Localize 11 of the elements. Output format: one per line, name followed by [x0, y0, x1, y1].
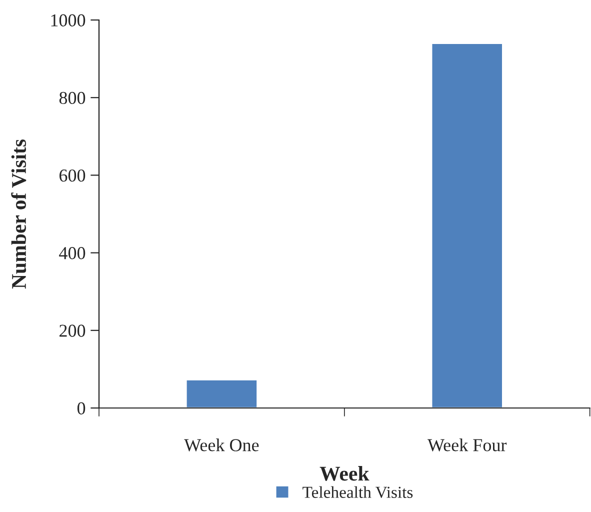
y-tick-label: 0: [77, 402, 86, 414]
y-tick-label: 200: [60, 324, 86, 337]
x-tick-label: Week Four: [427, 438, 507, 452]
y-tick-label: 800: [59, 92, 86, 104]
y-axis-title: Number of Visits: [11, 139, 26, 289]
x-axis-title: Week: [320, 466, 370, 481]
y-tick-label: 1000: [51, 14, 86, 26]
x-tick-label: Week One: [184, 438, 259, 452]
y-tick-label: 600: [60, 169, 86, 182]
legend-label: Telehealth Visits: [302, 486, 413, 498]
y-tick-label: 400: [59, 247, 86, 260]
